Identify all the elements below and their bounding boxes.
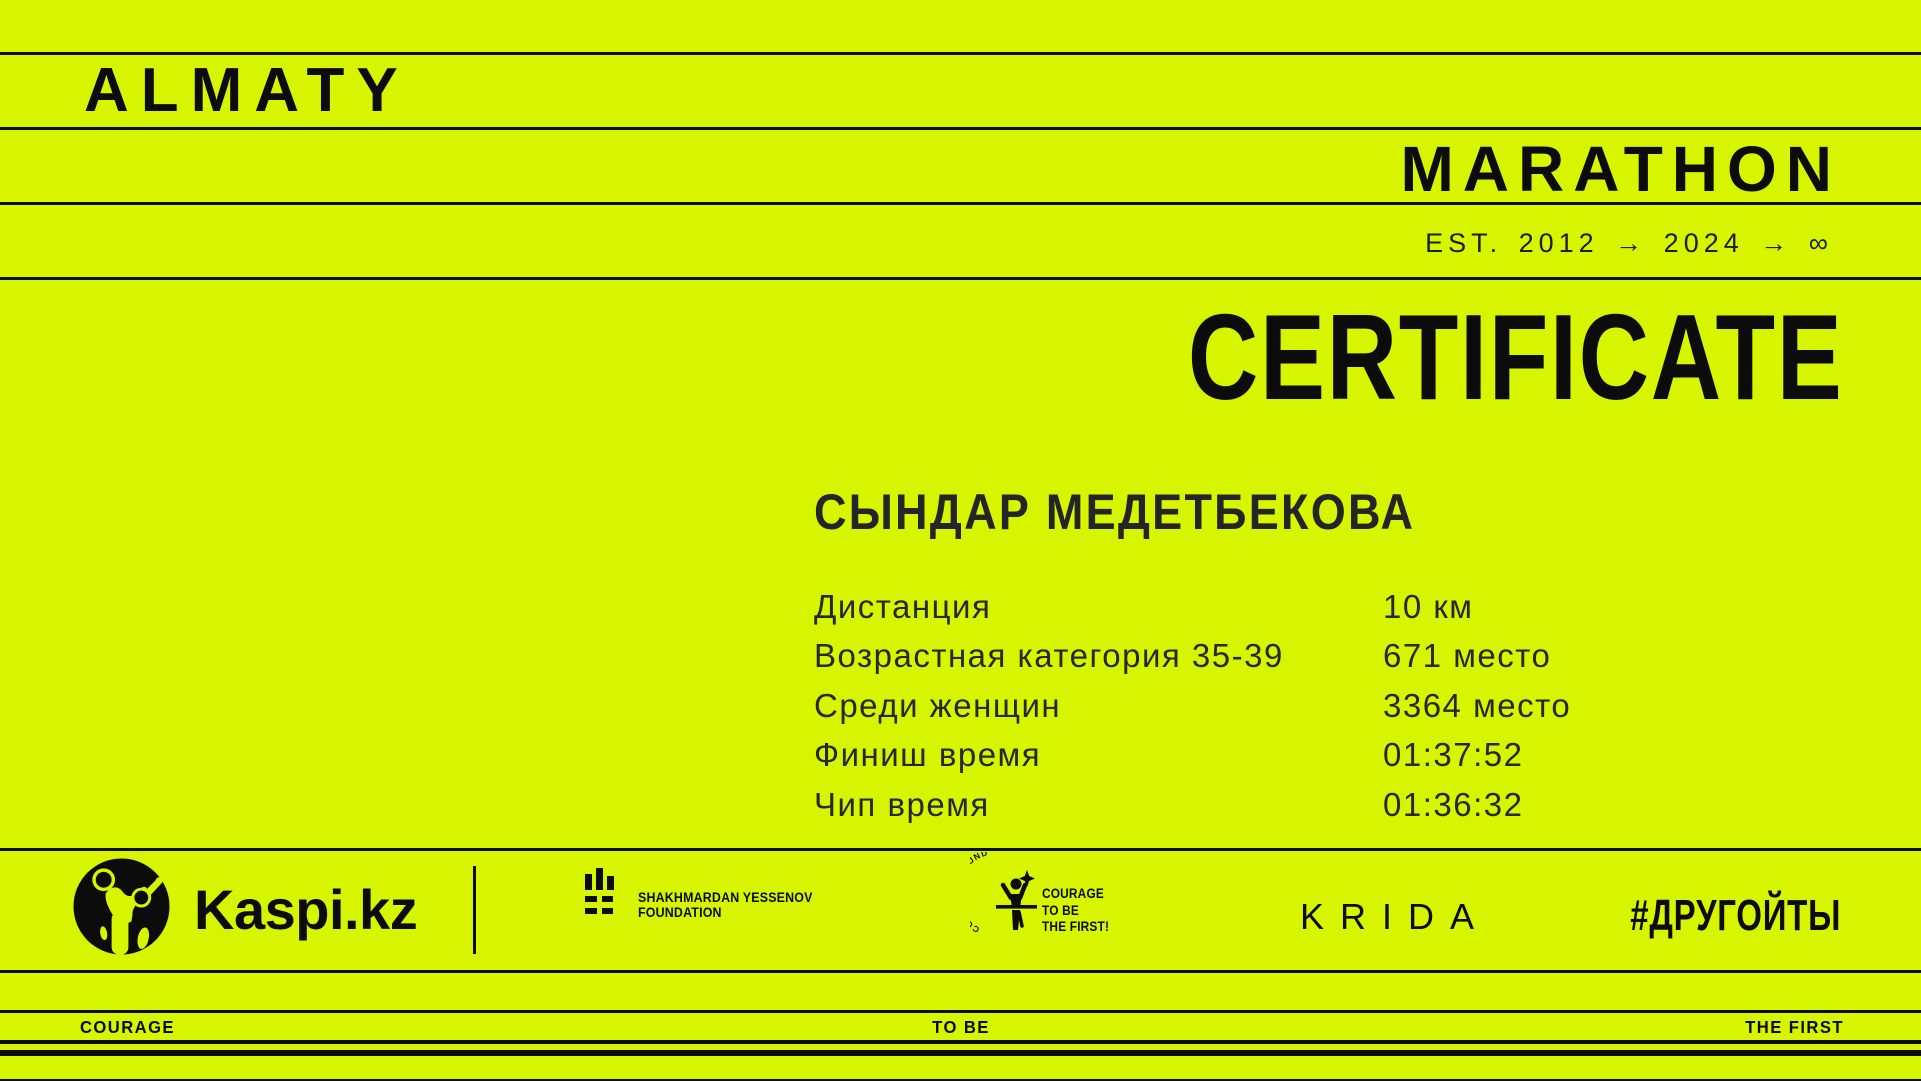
- hashtag-wordmark: #ДРУГОЙТЫ: [1630, 891, 1841, 940]
- established-years: EST. 2012 → 2024 → ∞: [1425, 228, 1833, 258]
- svg-text:CORPORATE FUND: CORPORATE FUND: [970, 852, 990, 935]
- result-row-among-women: Среди женщин 3364 место: [814, 681, 1644, 731]
- corporate-fund-line3: THE FIRST!: [1042, 919, 1110, 934]
- corporate-fund-line1: COURAGE: [1042, 886, 1104, 901]
- result-row-age-category: Возрастная категория 35-39 671 место: [814, 632, 1644, 682]
- result-row-distance: Дистанция 10 км: [814, 582, 1644, 632]
- runner-finish-line-icon: CORPORATE FUND: [970, 852, 1037, 935]
- result-value: 671 место: [1383, 637, 1552, 675]
- participant-name: СЫНДАР МЕДЕТБЕКОВА: [814, 484, 1416, 540]
- divider-line: [0, 127, 1921, 130]
- result-row-finish-time: Финиш время 01:37:52: [814, 731, 1644, 781]
- result-label: Среди женщин: [814, 686, 1062, 724]
- result-row-chip-time: Чип время 01:36:32: [814, 780, 1644, 830]
- divider-line: [0, 52, 1921, 55]
- divider-line: [0, 1010, 1921, 1013]
- kaspi-logo-wordmark: Kaspi.kz: [194, 878, 418, 941]
- result-label: Возрастная категория 35-39: [814, 637, 1284, 675]
- divider-line: [0, 1050, 1921, 1056]
- divider-line: [0, 1040, 1921, 1044]
- result-label: Дистанция: [814, 587, 992, 625]
- event-name-title: MARATHON: [1400, 133, 1841, 205]
- kaspi-people-circle-icon: [73, 858, 170, 955]
- result-value: 3364 место: [1383, 686, 1572, 724]
- event-city-title: ALMATY: [84, 56, 410, 125]
- divider-line: [0, 1079, 1921, 1081]
- corporate-fund-motto: COURAGE TO BE THE FIRST!: [1042, 886, 1109, 936]
- result-value: 01:36:32: [1383, 785, 1524, 823]
- yessenov-bars-icon: [585, 868, 614, 914]
- yessenov-line2: FOUNDATION: [638, 904, 722, 920]
- yessenov-foundation-label: SHAKHMARDAN YESSENOV FOUNDATION: [638, 890, 813, 920]
- result-label: Чип время: [814, 785, 990, 823]
- result-label: Финиш время: [814, 736, 1042, 774]
- divider-line: [0, 848, 1921, 851]
- krida-logo-wordmark: KRIDA: [1300, 896, 1491, 937]
- divider-line: [0, 277, 1921, 280]
- divider-line: [0, 202, 1921, 205]
- result-value: 10 км: [1383, 587, 1474, 625]
- yessenov-line1: SHAKHMARDAN YESSENOV: [638, 890, 813, 905]
- strap-to-be: TO BE: [931, 1017, 990, 1037]
- corporate-fund-line2: TO BE: [1042, 902, 1079, 918]
- result-value: 01:37:52: [1383, 736, 1524, 774]
- sponsor-divider-line: [473, 866, 476, 954]
- corporate-fund-arc-label: CORPORATE FUND: [970, 852, 988, 935]
- strap-the-first: THE FIRST: [1745, 1017, 1844, 1037]
- divider-line: [0, 970, 1921, 973]
- strap-courage: COURAGE: [80, 1017, 175, 1037]
- certificate-title: CERTIFICATE: [1187, 289, 1843, 425]
- results-table: Дистанция 10 км Возрастная категория 35-…: [814, 582, 1644, 830]
